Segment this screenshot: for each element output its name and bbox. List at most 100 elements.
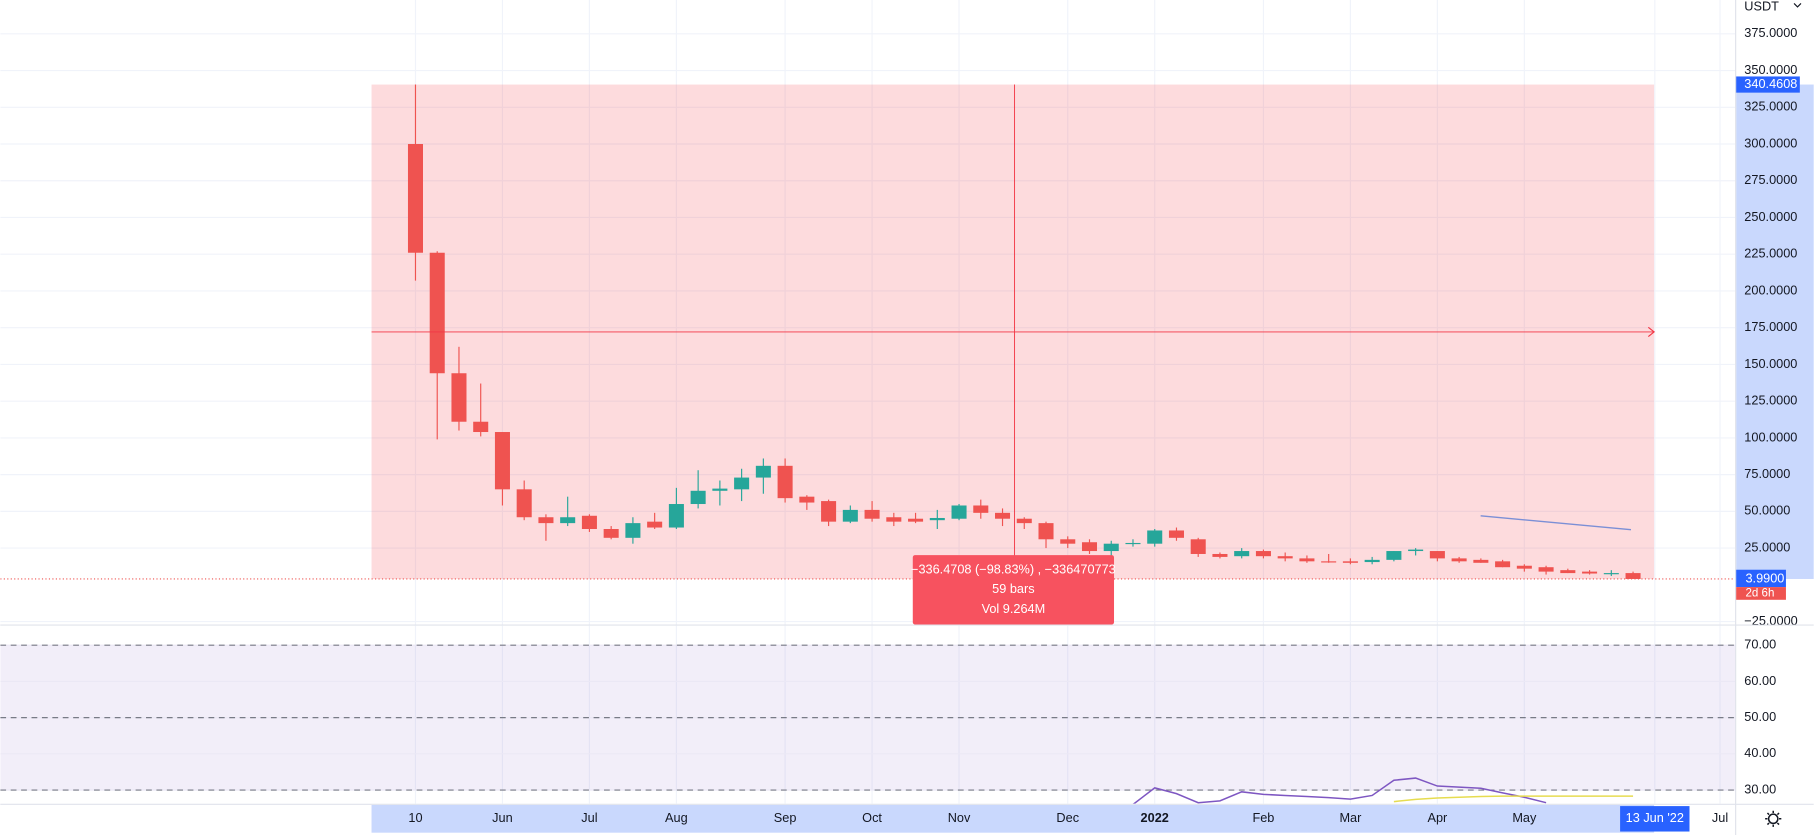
candle-body: [1451, 558, 1467, 562]
last-price-label: 3.9900: [1745, 570, 1784, 585]
candle-body: [1103, 543, 1119, 552]
main-pane: [0, 0, 1736, 625]
y-tick-label: 375.0000: [1744, 25, 1797, 40]
y-tick-label: 175.0000: [1744, 319, 1797, 334]
candle-body: [973, 505, 989, 513]
candle-body: [451, 373, 467, 422]
candle-body: [1212, 553, 1228, 557]
candle-body: [908, 518, 924, 522]
candle-body: [929, 517, 945, 521]
candle-body: [799, 496, 815, 503]
y-tick-label: 25.0000: [1744, 539, 1790, 554]
y-tick-label: 350.0000: [1744, 62, 1797, 77]
candle-body: [1081, 542, 1098, 552]
trend-line: [1480, 515, 1632, 531]
x-tick-label: Oct: [862, 810, 882, 825]
candle-body: [494, 432, 510, 490]
candle-body: [473, 421, 489, 433]
settings-spokes[interactable]: [1765, 810, 1782, 827]
candle-body: [1582, 571, 1598, 574]
settings-gear[interactable]: [1767, 813, 1779, 825]
candle-body: [755, 465, 771, 478]
candle-body: [516, 489, 532, 518]
candle-body: [1125, 542, 1141, 545]
candle-body: [603, 529, 619, 538]
candle-body: [1038, 523, 1054, 540]
time-range-highlight: [371, 804, 1655, 833]
candle-body: [1625, 573, 1641, 579]
x-tick-label: 13 Jun '22: [1626, 810, 1684, 825]
candle-body: [1603, 573, 1619, 575]
y-tick-label: 325.0000: [1744, 99, 1797, 114]
candle-body: [560, 517, 576, 524]
x-tick-label: Jul: [1712, 810, 1728, 825]
currency-chevron[interactable]: [1793, 3, 1802, 8]
high-price-box: [1735, 76, 1800, 93]
y-tick-label: 75.0000: [1744, 466, 1790, 481]
candle-body: [1060, 539, 1076, 544]
measure-label-box: [912, 555, 1115, 625]
candle-body: [951, 505, 967, 519]
price-range-highlight: [1736, 84, 1814, 579]
x-tick-label: May: [1512, 810, 1537, 825]
rsi-line: [1393, 795, 1634, 803]
candle-body: [1168, 530, 1184, 538]
x-tick-label: Apr: [1427, 810, 1448, 825]
currency-label: USDT: [1744, 0, 1779, 13]
y-tick-label: 200.0000: [1744, 282, 1797, 297]
candle-body: [1429, 551, 1445, 559]
candle-body: [712, 488, 728, 491]
last-price-box: [1735, 569, 1786, 588]
x-tick-label: Jul: [581, 810, 597, 825]
rsi-line: [1132, 777, 1547, 804]
measure-label: 59 bars: [992, 581, 1034, 596]
candle-body: [1299, 558, 1315, 562]
rsi-pane: [0, 625, 1736, 804]
y-tick-label: 50.0000: [1744, 503, 1790, 518]
rsi-tick-label: 50.00: [1744, 709, 1776, 724]
x-tick-label: Sep: [774, 810, 797, 825]
candle-body: [1147, 530, 1163, 544]
x-tick-label: 10: [408, 810, 422, 825]
x-tick-label: Nov: [948, 810, 971, 825]
candle-body: [1321, 561, 1337, 563]
axes: 375.0000 350.0000 325.0000 300.0000 275.0000…: [371, 25, 1814, 833]
candle-body: [1342, 561, 1358, 563]
candle-body: [1255, 551, 1271, 557]
candle-body: [995, 512, 1011, 519]
candle-body: [647, 521, 663, 528]
candle-body: [668, 504, 684, 528]
candle-body: [1495, 561, 1511, 568]
candle-body: [864, 509, 880, 519]
settings-icon[interactable]: [1765, 810, 1782, 827]
y-tick-label: −25.0000: [1744, 613, 1797, 628]
y-tick-label: 225.0000: [1744, 246, 1797, 261]
candle-body: [690, 490, 706, 505]
candle-body: [1516, 565, 1532, 569]
rsi-tick-label: 40.00: [1744, 745, 1776, 760]
y-tick-label: 125.0000: [1744, 393, 1797, 408]
y-tick-label: 275.0000: [1744, 172, 1797, 187]
measure-label: Vol 9.264M: [982, 601, 1046, 616]
rsi-tick-label: 30.00: [1744, 781, 1776, 796]
candle-body: [1473, 559, 1489, 563]
y-tick-label: 150.0000: [1744, 356, 1797, 371]
candle-body: [777, 465, 793, 499]
crosshair-time-box: [1620, 806, 1690, 832]
x-tick-label: Dec: [1056, 810, 1079, 825]
candle-body: [1538, 567, 1554, 572]
candle-body: [1408, 549, 1424, 552]
rsi-tick-label: 60.00: [1744, 673, 1776, 688]
candle-body: [1190, 539, 1206, 554]
candle-body: [429, 252, 445, 374]
candle-body: [821, 501, 837, 522]
x-tick-label: Aug: [665, 810, 688, 825]
countdown-label: 2d 6h: [1745, 587, 1774, 599]
candle-body: [1386, 551, 1402, 560]
candle-body: [1560, 570, 1576, 574]
measure-label: −336.4708 (−98.83%) , −336470773: [911, 562, 1116, 577]
candle-body: [581, 515, 597, 530]
x-tick-label: Jun: [492, 810, 513, 825]
